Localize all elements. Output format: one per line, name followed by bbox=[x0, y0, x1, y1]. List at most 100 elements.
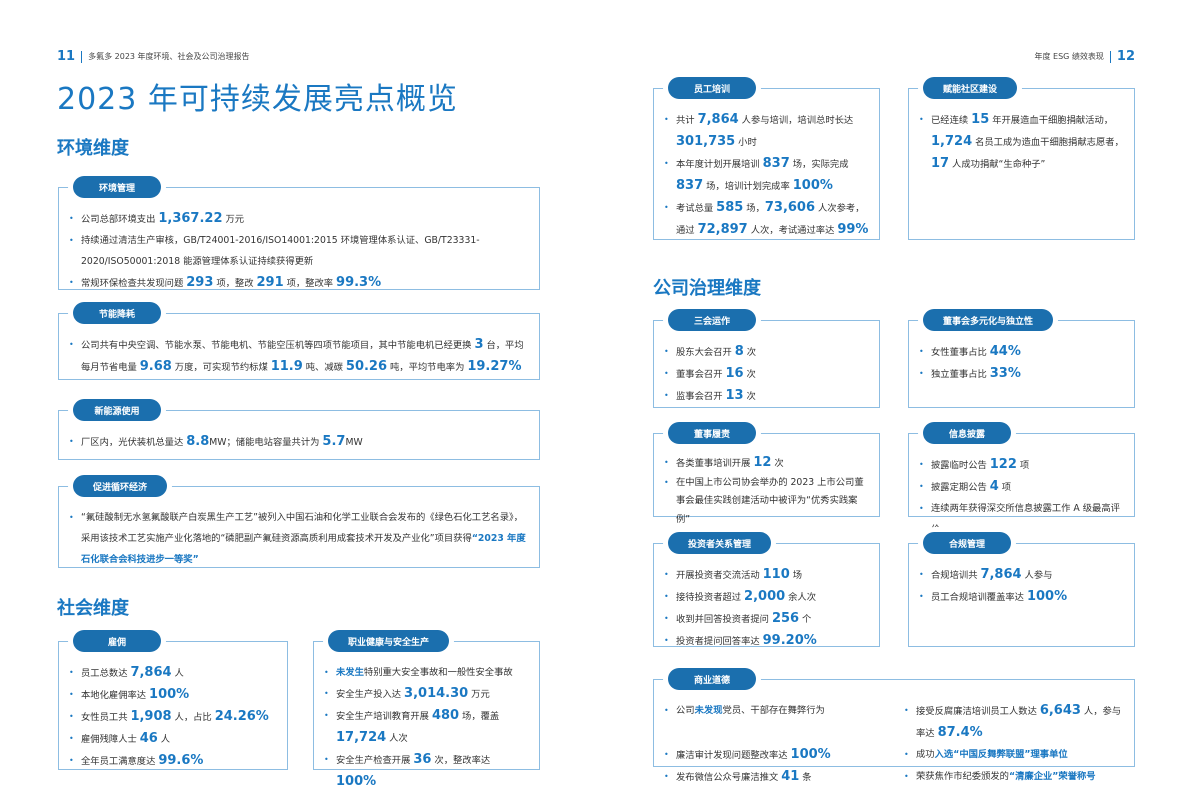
item-text: 公司总部环境支出 bbox=[81, 214, 159, 225]
highlight-card: 促进循环经济 “氟硅酸制无水氢氟酸联产白炭黑生产工艺”被列入中国石油和化学工业联合… bbox=[58, 475, 540, 568]
item-text: MW；储能电站容量共计为 bbox=[209, 437, 323, 448]
section-governance: 公司治理维度 bbox=[653, 278, 761, 299]
section-name: 年度 ESG 绩效表现 bbox=[1034, 52, 1104, 61]
bullet-list: 员工总数达 7,864 人本地化雇佣率达 100%女性员工共 1,908 人，占… bbox=[69, 662, 277, 772]
bullet-item: 常规环保检查共发现问题 293 项，整改 291 项，整改率 99.3% bbox=[69, 272, 529, 294]
item-text: 接受反腐廉洁培训员工人数达 bbox=[916, 706, 1040, 717]
bullet-item: 女性员工共 1,908 人，占比 24.26% bbox=[69, 706, 277, 728]
highlight-card: 赋能社区建设已经连续 15 年开展造血干细胞捐献活动， 1,724 名员工成为造血… bbox=[908, 77, 1135, 240]
card-label-pill: 信息披露 bbox=[923, 422, 1011, 444]
item-text: 名员工成为造血干细胞捐献志愿者， bbox=[972, 137, 1124, 148]
highlight-number: 2,000 bbox=[744, 589, 786, 604]
highlight-number: 99% bbox=[837, 222, 869, 237]
item-text: 次 bbox=[743, 369, 756, 380]
bullet-item: 共计 7,864 人参与培训，培训总时长达 301,735 小时 bbox=[664, 109, 869, 153]
item-text: 董事会召开 bbox=[676, 369, 726, 380]
bullet-item: 收到并回答投资者提问 256 个 bbox=[664, 608, 869, 630]
item-text: 党员、干部存在舞弊行为 bbox=[722, 705, 825, 716]
highlight-card: 职业健康与安全生产未发生特别重大安全事故和一般性安全事故安全生产投入达 3,01… bbox=[313, 630, 540, 789]
highlight-number: 1,367.22 bbox=[158, 211, 223, 226]
item-text: 安全生产检查开展 bbox=[336, 755, 414, 766]
item-text: 人次参考，通过 bbox=[676, 203, 865, 236]
highlight-number: 100% bbox=[149, 687, 190, 702]
page-title: 2023 年可持续发展亮点概览 bbox=[57, 82, 458, 117]
item-text: 常规环保检查共发现问题 bbox=[81, 278, 187, 289]
highlight-card: 董事履责各类董事培训开展 12 次在中国上市公司协会举办的 2023 上市公司董… bbox=[653, 422, 880, 525]
item-text: 余人次 bbox=[785, 592, 817, 603]
bullet-list: 披露临时公告 122 项披露定期公告 4 项连续两年获得深交所信息披露工作 A … bbox=[919, 454, 1124, 540]
bullet-item: 持续通过清洁生产审核，GB/T24001-2016/ISO14001:2015 … bbox=[69, 230, 529, 272]
highlight-number: 122 bbox=[989, 457, 1017, 472]
bullet-item: 安全生产检查开展 36 次，整改率达 100% bbox=[324, 749, 529, 793]
highlight-card: 三会运作股东大会召开 8 次董事会召开 16 次监事会召开 13 次 bbox=[653, 309, 880, 408]
card-label-pill: 投资者关系管理 bbox=[668, 532, 772, 554]
bullet-item: 在中国上市公司协会举办的 2023 上市公司董事会最佳实践创建活动中被评为“优秀… bbox=[664, 474, 869, 530]
highlight-text: 未发生 bbox=[336, 667, 364, 678]
item-text: 荣获焦作市纪委颁发的 bbox=[916, 771, 1009, 782]
card-label-pill: 节能降耗 bbox=[73, 302, 161, 324]
bullet-item: 开展投资者交流活动 110 场 bbox=[664, 564, 869, 586]
item-text: 本年度计划开展培训 bbox=[676, 159, 763, 170]
bullet-item: 公司共有中央空调、节能水泵、节能电机、节能空压机等四项节能项目，其中节能电机已经… bbox=[69, 334, 529, 378]
highlight-number: 99.3% bbox=[336, 275, 382, 290]
item-text: 个 bbox=[799, 614, 812, 625]
highlight-number: 15 bbox=[971, 112, 990, 127]
item-text: 股东大会召开 bbox=[676, 347, 735, 358]
highlight-card: 员工培训共计 7,864 人参与培训，培训总时长达 301,735 小时本年度计… bbox=[653, 77, 880, 240]
item-text: 项 bbox=[998, 482, 1012, 493]
item-text: 披露定期公告 bbox=[931, 482, 990, 493]
item-text: 场， bbox=[743, 203, 765, 214]
highlight-number: 480 bbox=[431, 708, 460, 723]
highlight-number: 46 bbox=[139, 731, 158, 746]
highlight-card: 新能源使用厂区内，光伏装机总量达 8.8MW；储能电站容量共计为 5.7MW bbox=[58, 399, 540, 460]
bullet-item: 合规培训共 7,864 人参与 bbox=[919, 564, 1124, 586]
highlight-number: 3 bbox=[474, 337, 484, 352]
highlight-number: 837 bbox=[762, 156, 790, 171]
item-text: 已经连续 bbox=[931, 115, 972, 126]
card-label-pill: 雇佣 bbox=[73, 630, 161, 652]
highlight-number: 100% bbox=[336, 774, 377, 789]
item-text: 人参与培训，培训总时长达 bbox=[738, 115, 854, 126]
right-page-header: 年度 ESG 绩效表现 12 bbox=[1034, 49, 1135, 64]
bullet-item: 荣获焦作市纪委颁发的“清廉企业”荣誉称号 bbox=[904, 766, 1124, 788]
bullet-item: 员工总数达 7,864 人 bbox=[69, 662, 277, 684]
item-text: 全年员工满意度达 bbox=[81, 756, 159, 767]
bullet-item: 员工合规培训覆盖率达 100% bbox=[919, 586, 1124, 608]
highlight-number: 73,606 bbox=[764, 200, 816, 215]
item-text: 人 bbox=[171, 668, 184, 679]
bullet-item: 雇佣残障人士 46 人 bbox=[69, 728, 277, 750]
card-label-pill: 赋能社区建设 bbox=[923, 77, 1018, 99]
item-text: 接待投资者超过 bbox=[676, 592, 745, 603]
highlight-number: 17,724 bbox=[336, 730, 387, 745]
highlight-number: 44% bbox=[989, 344, 1021, 359]
highlight-text: “清廉企业”荣誉称号 bbox=[1008, 771, 1096, 782]
bullet-item: 本年度计划开展培训 837 场，实际完成 837 场，培训计划完成率 100% bbox=[664, 153, 869, 197]
item-text: 安全生产培训教育开展 bbox=[336, 711, 432, 722]
card-label-pill: 商业道德 bbox=[668, 668, 756, 690]
card-label-pill: 董事会多元化与独立性 bbox=[923, 309, 1054, 331]
card-label-pill: 环境管理 bbox=[73, 176, 161, 198]
bullet-item: 各类董事培训开展 12 次 bbox=[664, 454, 869, 474]
bullet-list: 公司共有中央空调、节能水泵、节能电机、节能空压机等四项节能项目，其中节能电机已经… bbox=[69, 334, 529, 378]
item-text: 场，培训计划完成率 bbox=[703, 181, 793, 192]
highlight-number: 7,864 bbox=[980, 567, 1022, 582]
highlight-number: 12 bbox=[753, 455, 772, 470]
highlight-card: 投资者关系管理开展投资者交流活动 110 场接待投资者超过 2,000 余人次收… bbox=[653, 532, 880, 651]
highlight-number: 99.20% bbox=[762, 633, 817, 648]
highlight-card: 雇佣员工总数达 7,864 人本地化雇佣率达 100%女性员工共 1,908 人… bbox=[58, 630, 288, 772]
card-label-pill: 合规管理 bbox=[923, 532, 1011, 554]
highlight-card: 节能降耗公司共有中央空调、节能水泵、节能电机、节能空压机等四项节能项目，其中节能… bbox=[58, 302, 540, 380]
bullet-item: 连续两年获得深交所信息披露工作 A 级最高评价 bbox=[919, 498, 1124, 540]
page-number: 11 bbox=[57, 49, 76, 64]
item-text: 开展投资者交流活动 bbox=[676, 570, 763, 581]
item-text: 监事会召开 bbox=[676, 391, 726, 402]
bullet-item: 未发生特别重大安全事故和一般性安全事故 bbox=[324, 662, 529, 683]
highlight-number: 9.68 bbox=[139, 359, 172, 374]
item-text: 雇佣残障人士 bbox=[81, 734, 140, 745]
highlight-card: 合规管理合规培训共 7,864 人参与员工合规培训覆盖率达 100% bbox=[908, 532, 1135, 647]
item-text: 成功 bbox=[916, 749, 935, 760]
item-text: 各类董事培训开展 bbox=[676, 458, 754, 469]
highlight-number: 291 bbox=[256, 275, 284, 290]
highlight-text: “2023 年度石化联合会科技进步一等奖” bbox=[81, 533, 526, 565]
highlight-number: 8.8 bbox=[186, 434, 210, 449]
